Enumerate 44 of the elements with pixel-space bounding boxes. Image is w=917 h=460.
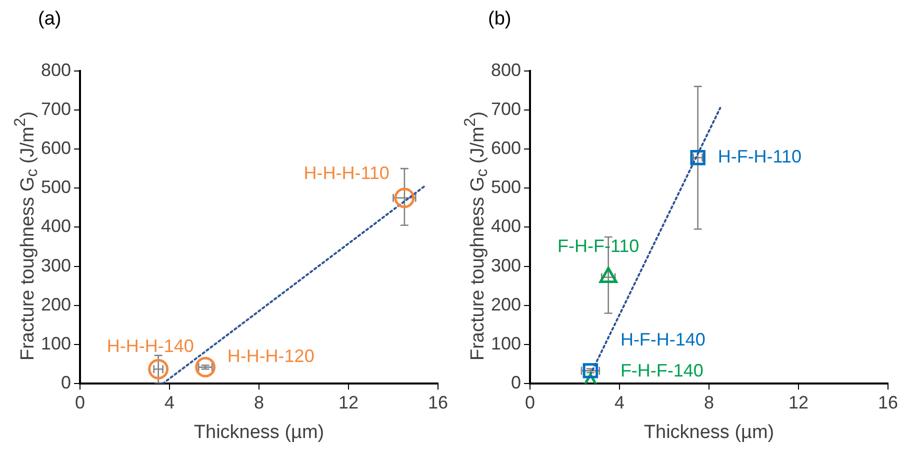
- x-tick-label: 0: [75, 392, 86, 412]
- y-tick-label: 400: [490, 216, 522, 236]
- y-tick-label: 0: [61, 372, 72, 393]
- x-tick-label: 12: [788, 392, 809, 412]
- point: [599, 267, 618, 283]
- series-label: H-F-H-110: [718, 146, 802, 167]
- x-axis-title: Thickness (µm): [644, 422, 774, 443]
- chart-title: (b): [488, 8, 512, 30]
- x-axis-title: Thickness (µm): [194, 422, 324, 443]
- point: [690, 150, 706, 166]
- y-tick-label: 200: [40, 294, 72, 314]
- y-tick-label: 800: [490, 60, 522, 80]
- y-tick-label: 600: [40, 138, 72, 158]
- y-tick-label: 700: [490, 98, 522, 119]
- y-tick-label: 400: [40, 216, 72, 236]
- point: [195, 356, 216, 378]
- y-tick-label: 0: [511, 372, 522, 393]
- x-tick-label: 12: [338, 392, 359, 412]
- y-tick-label: 100: [490, 333, 522, 354]
- series-label: H-H-H-120: [227, 346, 314, 366]
- y-tick-label: 100: [40, 333, 72, 354]
- y-tick-label: 800: [40, 60, 72, 80]
- x-tick-label: 8: [704, 392, 714, 412]
- series-label: H-H-H-140: [106, 336, 194, 356]
- x-tick-label: 0: [525, 392, 536, 412]
- x-tick-label: 8: [254, 392, 264, 412]
- series-label: H-H-H-110: [304, 162, 390, 183]
- y-tick-label: 500: [490, 177, 522, 198]
- y-tick-label: 700: [40, 98, 72, 119]
- series-label: F-H-F-110: [558, 236, 640, 256]
- x-tick-label: 16: [428, 392, 448, 412]
- point: [394, 188, 415, 208]
- y-tick-label: 500: [40, 177, 72, 198]
- x-tick-label: 4: [614, 392, 625, 412]
- point: [148, 358, 169, 380]
- chart-title: (a): [38, 8, 62, 30]
- series-label: H-F-H-140: [620, 330, 706, 350]
- series-label: F-H-F-140: [620, 360, 704, 381]
- y-tick-label: 600: [490, 138, 522, 158]
- x-tick-label: 4: [164, 392, 175, 412]
- x-tick-label: 16: [878, 392, 898, 412]
- y-tick-label: 300: [40, 255, 72, 276]
- y-tick-label: 300: [490, 255, 522, 276]
- y-tick-label: 200: [490, 294, 522, 314]
